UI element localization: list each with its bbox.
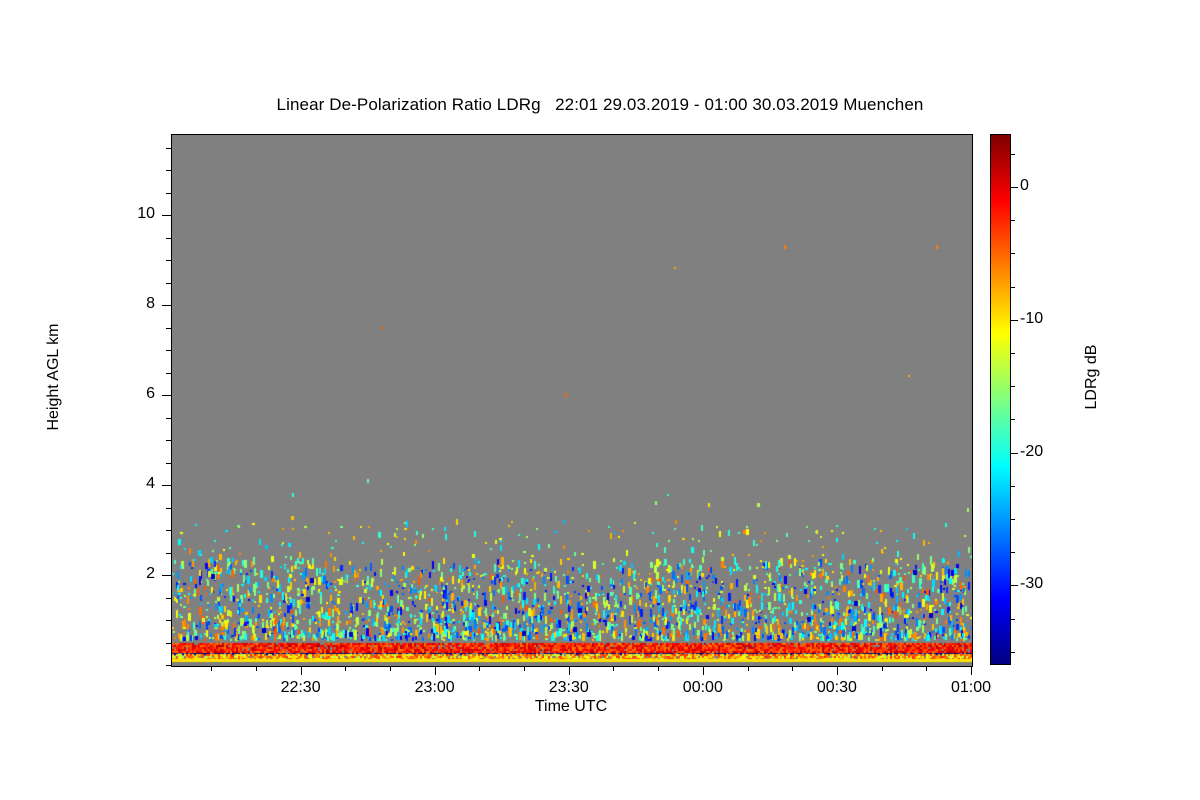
y-tick-label: 2 <box>146 565 155 582</box>
x-tick-major <box>435 666 436 675</box>
x-tick-minor <box>658 666 659 671</box>
y-tick-major <box>162 485 171 486</box>
x-tick-minor <box>345 666 346 671</box>
x-tick-minor <box>613 666 614 671</box>
y-tick-minor <box>166 148 171 149</box>
colorbar-tick-minor <box>1011 154 1015 155</box>
x-tick-label: 00:00 <box>682 679 723 696</box>
x-tick-label: 22:30 <box>280 679 321 696</box>
y-tick-minor <box>166 373 171 374</box>
x-tick-minor <box>926 666 927 671</box>
y-tick-minor <box>166 418 171 419</box>
colorbar-tick-label: -30 <box>1020 575 1044 593</box>
y-tick-minor <box>166 328 171 329</box>
y-tick-minor <box>166 463 171 464</box>
x-tick-minor <box>524 666 525 671</box>
colorbar-tick-minor <box>1011 552 1015 553</box>
y-tick-minor <box>166 598 171 599</box>
colorbar-tick-minor <box>1011 486 1015 487</box>
x-tick-major <box>569 666 570 675</box>
colorbar-tick-label: 0 <box>1020 177 1029 195</box>
y-axis-title: Height AGL km <box>45 323 62 431</box>
x-tick-minor <box>792 666 793 671</box>
y-tick-minor <box>166 553 171 554</box>
y-tick-minor <box>166 193 171 194</box>
y-tick-major <box>162 395 171 396</box>
x-tick-minor <box>256 666 257 671</box>
colorbar-tick-label: -10 <box>1020 309 1044 327</box>
x-tick-minor <box>748 666 749 671</box>
y-tick-minor <box>166 440 171 441</box>
colorbar-tick-label: -20 <box>1020 442 1044 460</box>
y-tick-label: 6 <box>146 385 155 402</box>
x-tick-minor <box>882 666 883 671</box>
colorbar-tick-minor <box>1011 220 1015 221</box>
x-tick-major <box>703 666 704 675</box>
colorbar[interactable] <box>990 134 1011 665</box>
x-tick-label: 23:30 <box>548 679 589 696</box>
colorbar-tick-major <box>1011 585 1018 586</box>
x-axis-title: Time UTC <box>534 698 608 715</box>
colorbar-tick-minor <box>1011 287 1015 288</box>
x-tick-major <box>971 666 972 675</box>
x-tick-label: 23:00 <box>414 679 455 696</box>
y-tick-label: 4 <box>146 475 155 492</box>
y-tick-minor <box>166 620 171 621</box>
y-tick-major <box>162 215 171 216</box>
colorbar-tick-minor <box>1011 386 1015 387</box>
page-title: Linear De-Polarization Ratio LDRg 22:01 … <box>276 95 924 114</box>
x-tick-minor <box>211 666 212 671</box>
heatmap-data-canvas <box>172 135 972 666</box>
y-tick-minor <box>166 350 171 351</box>
y-tick-label: 8 <box>146 295 155 312</box>
x-tick-minor <box>479 666 480 671</box>
colorbar-tick-major <box>1011 187 1018 188</box>
colorbar-tick-minor <box>1011 619 1015 620</box>
y-tick-minor <box>166 643 171 644</box>
y-tick-minor <box>166 665 171 666</box>
y-tick-label: 10 <box>137 205 155 222</box>
x-tick-label: 01:00 <box>950 679 992 696</box>
y-tick-minor <box>166 530 171 531</box>
colorbar-tick-minor <box>1011 652 1015 653</box>
colorbar-gradient <box>990 134 1011 665</box>
y-tick-major <box>162 575 171 576</box>
y-tick-minor <box>166 283 171 284</box>
colorbar-tick-minor <box>1011 519 1015 520</box>
colorbar-tick-major <box>1011 453 1018 454</box>
heatmap-plot-area[interactable] <box>171 134 973 667</box>
x-tick-major <box>301 666 302 675</box>
y-tick-minor <box>166 508 171 509</box>
x-tick-label: 00:30 <box>816 679 857 696</box>
y-tick-minor <box>166 260 171 261</box>
x-tick-minor <box>390 666 391 671</box>
colorbar-tick-major <box>1011 320 1018 321</box>
colorbar-title: LDRg dB <box>1083 344 1100 410</box>
colorbar-tick-minor <box>1011 353 1015 354</box>
y-tick-minor <box>166 170 171 171</box>
x-tick-major <box>837 666 838 675</box>
colorbar-tick-minor <box>1011 419 1015 420</box>
colorbar-tick-minor <box>1011 253 1015 254</box>
y-tick-minor <box>166 238 171 239</box>
y-tick-major <box>162 305 171 306</box>
